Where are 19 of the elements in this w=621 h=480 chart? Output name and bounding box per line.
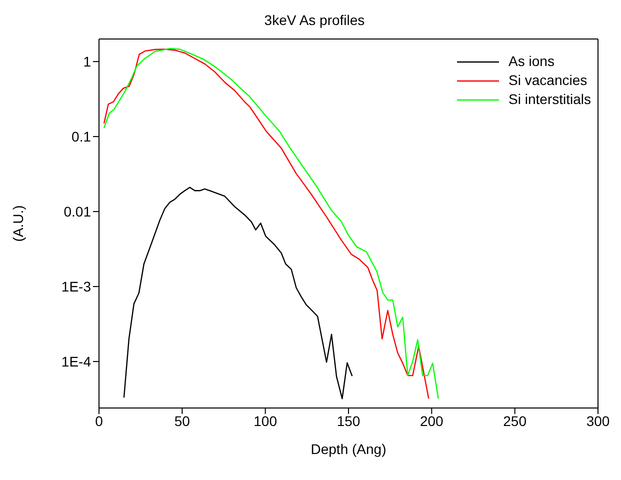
x-tick-label: 150 bbox=[336, 412, 360, 429]
y-axis-title: (A.U.) bbox=[10, 205, 26, 242]
line-series bbox=[123, 186, 353, 400]
y-tick-label: 1 bbox=[83, 54, 92, 70]
legend-label: Si vacancies bbox=[508, 71, 588, 90]
x-tick-label: 250 bbox=[503, 412, 527, 429]
x-tick-label: 0 bbox=[95, 412, 104, 429]
y-tick-label: 0.01 bbox=[64, 204, 92, 220]
y-tick-label: 1E-3 bbox=[61, 278, 92, 295]
legend-label: As ions bbox=[508, 52, 554, 71]
x-tick-label: 50 bbox=[174, 412, 190, 429]
x-tick-label: 300 bbox=[586, 412, 610, 429]
x-tick-label: 200 bbox=[420, 412, 444, 429]
chart-title: 3keV As profiles bbox=[263, 12, 366, 28]
y-tick-label: 0.1 bbox=[72, 128, 92, 145]
x-tick-label: 100 bbox=[254, 412, 278, 429]
legend-label: Si interstitials bbox=[508, 90, 591, 109]
y-tick-label: 1E-4 bbox=[61, 353, 92, 370]
x-axis-title: Depth (Ang) bbox=[310, 441, 386, 457]
